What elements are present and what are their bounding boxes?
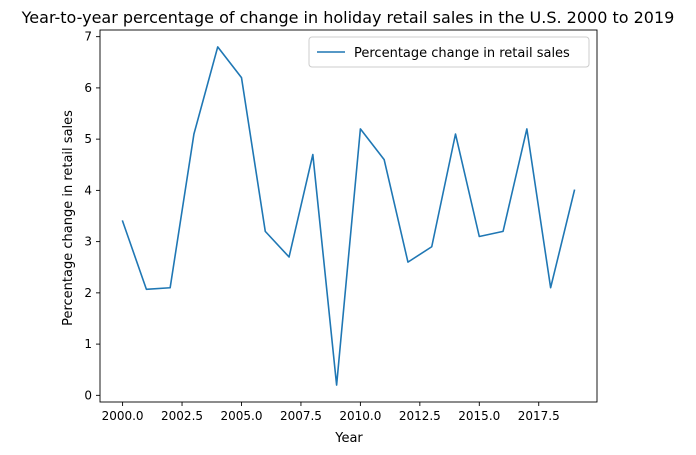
x-tick-label: 2002.5 xyxy=(161,409,203,423)
chart-title: Year-to-year percentage of change in hol… xyxy=(21,8,675,27)
legend: Percentage change in retail sales xyxy=(308,36,590,68)
legend-box xyxy=(308,36,590,68)
x-tick-label: 2017.5 xyxy=(518,409,560,423)
y-axis-label: Percentage change in retail sales xyxy=(61,110,76,326)
x-tick-label: 2010.0 xyxy=(339,409,381,423)
legend-label: Percentage change in retail sales xyxy=(354,46,570,61)
x-axis-label: Year xyxy=(334,431,363,446)
y-tick-label: 5 xyxy=(84,132,92,146)
y-tick-label: 2 xyxy=(84,286,92,300)
x-tick-label: 2015.0 xyxy=(458,409,500,423)
x-tick-label: 2000.0 xyxy=(102,409,144,423)
y-tick-label: 6 xyxy=(84,81,92,95)
x-tick-label: 2007.5 xyxy=(280,409,322,423)
plot-area: 2000.0 2002.5 2005.0 2007.5 2010.0 2012.5 2015… xyxy=(84,29,598,423)
x-tick-label: 2005.0 xyxy=(220,409,262,423)
plot-frame xyxy=(99,29,598,403)
y-tick-label: 0 xyxy=(84,388,92,402)
series-line-0 xyxy=(121,46,576,386)
x-tick-label: 2012.5 xyxy=(399,409,441,423)
y-tick-label: 3 xyxy=(84,235,92,249)
y-tick-label: 1 xyxy=(84,337,92,351)
y-tick-label: 7 xyxy=(84,30,92,44)
y-tick-label: 4 xyxy=(84,183,92,197)
